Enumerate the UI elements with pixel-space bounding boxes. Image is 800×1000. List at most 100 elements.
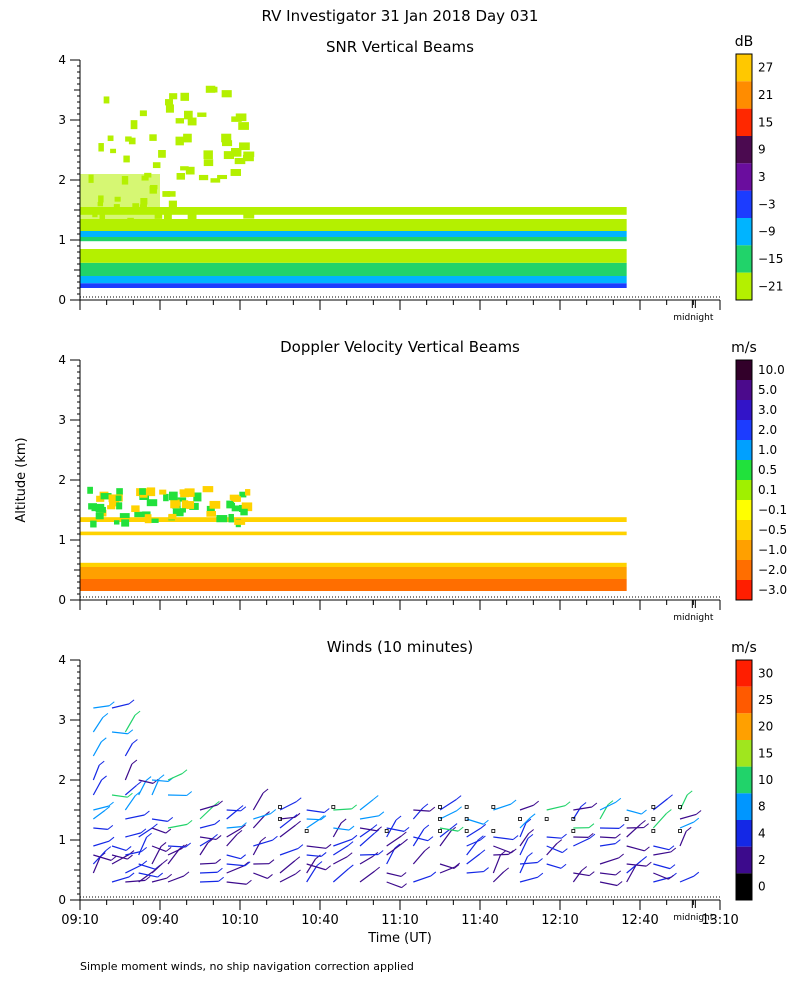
echo-patch	[180, 166, 189, 171]
wind-barb-flag	[132, 739, 138, 744]
missing-marker	[651, 817, 656, 821]
wind-barb	[492, 871, 505, 883]
y-tick-label: 1	[58, 533, 66, 547]
colorbar-swatch	[736, 272, 752, 300]
colorbar-swatch	[736, 873, 752, 900]
wind-barb	[493, 853, 509, 856]
wind-barb-flag	[127, 729, 134, 735]
wind-barb	[199, 871, 218, 874]
wind-barb-flag	[643, 823, 649, 828]
wind-barb-flag	[157, 872, 164, 878]
wind-barb-flag	[378, 811, 385, 817]
wind-barb	[653, 845, 670, 851]
colorbar-label: −9	[758, 225, 776, 239]
wind-barb	[652, 813, 667, 829]
wind-barb-flag	[401, 883, 407, 888]
wind-barb	[124, 785, 137, 796]
echo-patch	[158, 149, 166, 158]
wind-barb-flag	[607, 800, 614, 806]
echo-patch	[108, 494, 120, 503]
wind-barb	[92, 779, 103, 796]
wind-barb-flag	[351, 804, 357, 810]
wind-barb	[306, 865, 318, 883]
wind-barb	[332, 868, 349, 883]
layer-band	[80, 276, 627, 284]
wind-barb	[333, 838, 353, 847]
wind-barb-flag	[591, 802, 598, 808]
layer-band	[80, 237, 627, 242]
echo-patch	[95, 512, 104, 520]
echo-patch	[168, 200, 177, 210]
colorbar-swatch	[736, 540, 752, 560]
echo-patch	[171, 501, 181, 506]
wind-barb-flag	[144, 875, 151, 881]
wind-barb	[599, 801, 617, 811]
colorbar-swatch	[736, 580, 752, 600]
wind-barb	[125, 814, 145, 820]
wind-barb-flag	[347, 841, 354, 846]
wind-barb-flag	[427, 836, 434, 842]
echo-patch	[231, 505, 240, 512]
missing-marker	[464, 805, 469, 809]
plot-area	[80, 85, 627, 288]
wind-barb	[279, 816, 296, 820]
colorbar-label: 30	[758, 666, 773, 680]
wind-barb-flag	[325, 843, 332, 849]
echo-patch	[139, 488, 146, 495]
echo-patch	[170, 207, 179, 212]
wind-barb-flag	[214, 800, 220, 806]
wind-barb	[573, 872, 590, 877]
colorbar-label: −15	[758, 252, 783, 266]
wind-barb	[572, 870, 583, 883]
wind-barb	[226, 809, 241, 812]
colorbar-label: −2.0	[758, 563, 787, 577]
echo-patch	[175, 118, 185, 124]
echo-patch	[130, 120, 138, 130]
wind-barb-flag	[451, 823, 458, 828]
echo-patch	[238, 122, 249, 130]
wind-barb-flag	[685, 826, 692, 832]
wind-barb	[493, 836, 514, 841]
wind-barb	[679, 794, 688, 811]
colorbar-swatch	[736, 713, 752, 740]
wind-barb	[466, 839, 481, 847]
echo-patch	[245, 489, 251, 496]
wind-barb-flag	[347, 864, 354, 870]
colorbar-label: −1.0	[758, 543, 787, 557]
wind-barb-flag	[564, 801, 571, 807]
wind-barb	[92, 717, 104, 733]
echo-patch	[163, 213, 172, 221]
wind-barb	[626, 823, 641, 838]
wind-barb	[167, 875, 185, 883]
wind-barb-flag	[669, 864, 676, 870]
echo-patch	[139, 110, 147, 117]
layer-band	[80, 207, 627, 215]
wind-barb-flag	[162, 859, 168, 864]
wind-barb-flag	[110, 855, 117, 861]
echo-patch	[230, 169, 242, 176]
wind-barb-flag	[455, 795, 462, 801]
colorbar-label: 0.1	[758, 483, 777, 497]
colorbar-label: 15	[758, 746, 773, 760]
colorbar-swatch	[736, 163, 752, 191]
wind-barb	[111, 703, 130, 709]
wind-barb	[199, 880, 219, 883]
echo-patch	[177, 497, 187, 502]
wind-barb-flag	[615, 797, 622, 803]
wind-barb-flag	[454, 862, 461, 868]
wind-barb-flag	[615, 839, 621, 845]
colorbar-swatch	[736, 846, 752, 874]
wind-barb	[93, 705, 110, 709]
wind-barb-flag	[641, 809, 647, 815]
wind-barb	[199, 823, 215, 829]
echo-patch	[116, 502, 123, 510]
echo-patch	[165, 99, 174, 106]
x-tick-label: 11:40	[461, 913, 498, 928]
wind-barb-flag	[528, 829, 534, 834]
echo-patch	[216, 515, 228, 523]
wind-barb	[412, 850, 426, 865]
wind-barb-flag	[98, 760, 105, 766]
wind-barb	[124, 763, 133, 781]
wind-barb	[124, 743, 133, 757]
wind-barb	[111, 731, 128, 735]
